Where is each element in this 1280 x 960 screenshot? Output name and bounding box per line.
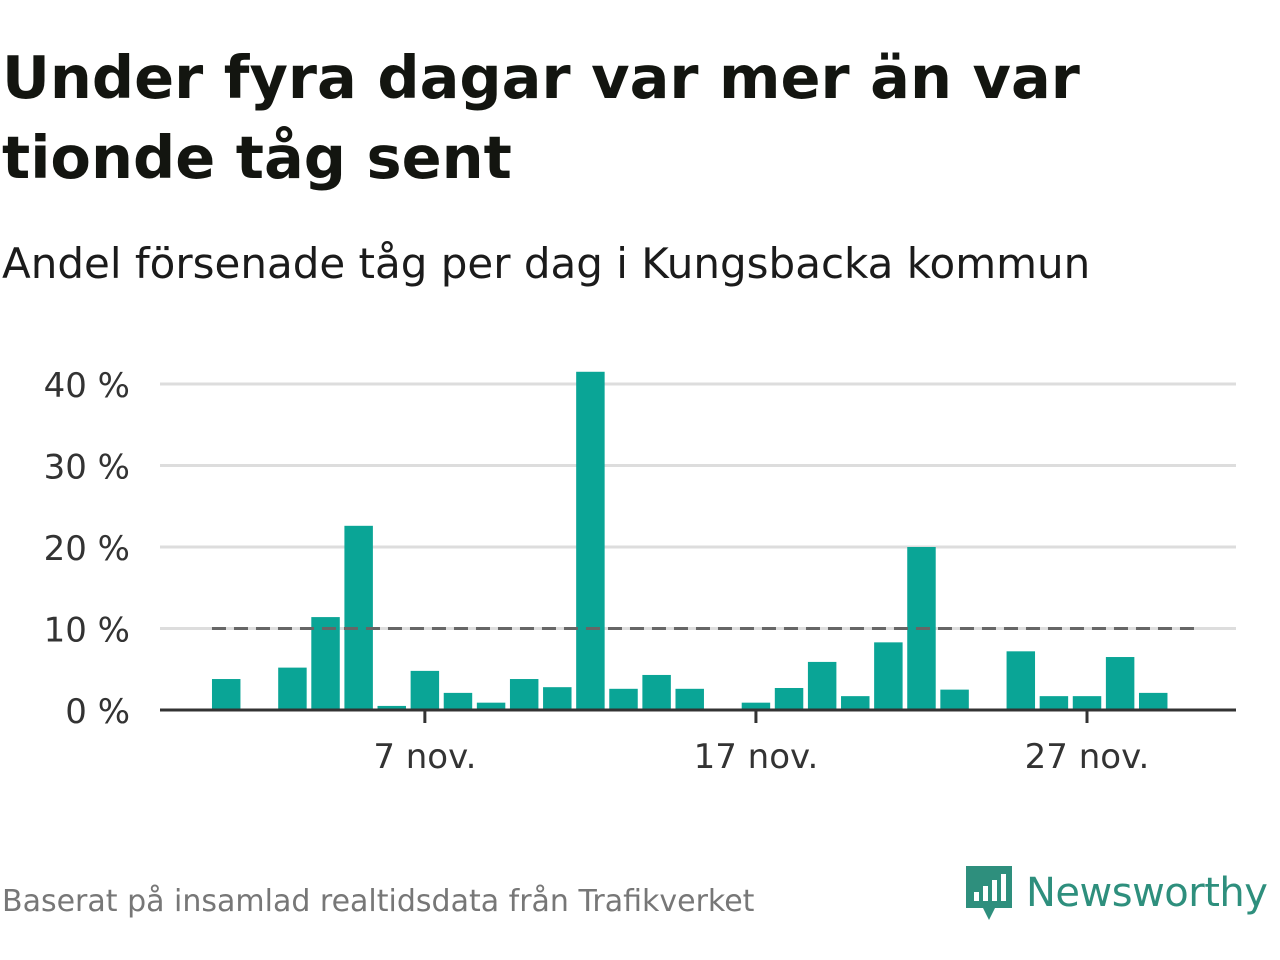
- y-tick-label: 30 %: [44, 448, 130, 488]
- bar: [642, 674, 671, 710]
- bar: [576, 371, 605, 710]
- bar: [940, 689, 969, 710]
- bar: [543, 687, 572, 710]
- bar: [1138, 692, 1168, 710]
- y-tick-label: 40 %: [44, 366, 130, 406]
- bar: [211, 679, 241, 710]
- y-tick-label: 10 %: [44, 611, 130, 651]
- bar: [1105, 657, 1135, 710]
- chart-subtitle: Andel försenade tåg per dag i Kungsbacka…: [2, 239, 1091, 288]
- chart-title: Under fyra dagar var mer än var tionde t…: [2, 43, 1080, 192]
- y-tick-label: 20 %: [44, 529, 130, 569]
- x-axis-ticks: 7 nov. 17 nov. 27 nov.: [373, 710, 1149, 777]
- y-tick-label: 0 %: [65, 692, 130, 732]
- bar: [874, 642, 903, 710]
- bar: [344, 525, 373, 710]
- bar: [377, 705, 406, 710]
- bar-chart: 0 % 10 % 20 % 30 % 40 % 7 nov. 17 nov. 27 nov.: [44, 366, 1236, 777]
- bar: [741, 702, 771, 710]
- y-axis-ticks: 0 % 10 % 20 % 30 % 40 %: [44, 366, 130, 732]
- gridlines: [160, 382, 1236, 630]
- source-note: Baserat på insamlad realtidsdata från Tr…: [2, 884, 755, 919]
- bar: [675, 688, 704, 710]
- bar: [443, 692, 473, 710]
- bar: [278, 667, 307, 710]
- brand-name: Newsworthy: [1026, 870, 1268, 916]
- bar: [774, 687, 804, 710]
- bar: [807, 661, 837, 710]
- bar: [509, 679, 539, 710]
- bar: [311, 617, 340, 710]
- bar: [1006, 651, 1036, 710]
- x-tick-label: 7 nov.: [373, 737, 476, 777]
- bar: [609, 688, 638, 710]
- x-tick-label: 17 nov.: [694, 737, 819, 777]
- bar: [476, 702, 506, 710]
- bar: [1039, 696, 1069, 710]
- x-tick-label: 27 nov.: [1025, 737, 1150, 777]
- bars: [211, 371, 1168, 710]
- bar: [410, 670, 440, 710]
- newsworthy-logo-icon: [966, 866, 1012, 920]
- bar: [841, 696, 870, 710]
- bar: [1072, 696, 1102, 710]
- brand-logo: Newsworthy: [964, 862, 1268, 924]
